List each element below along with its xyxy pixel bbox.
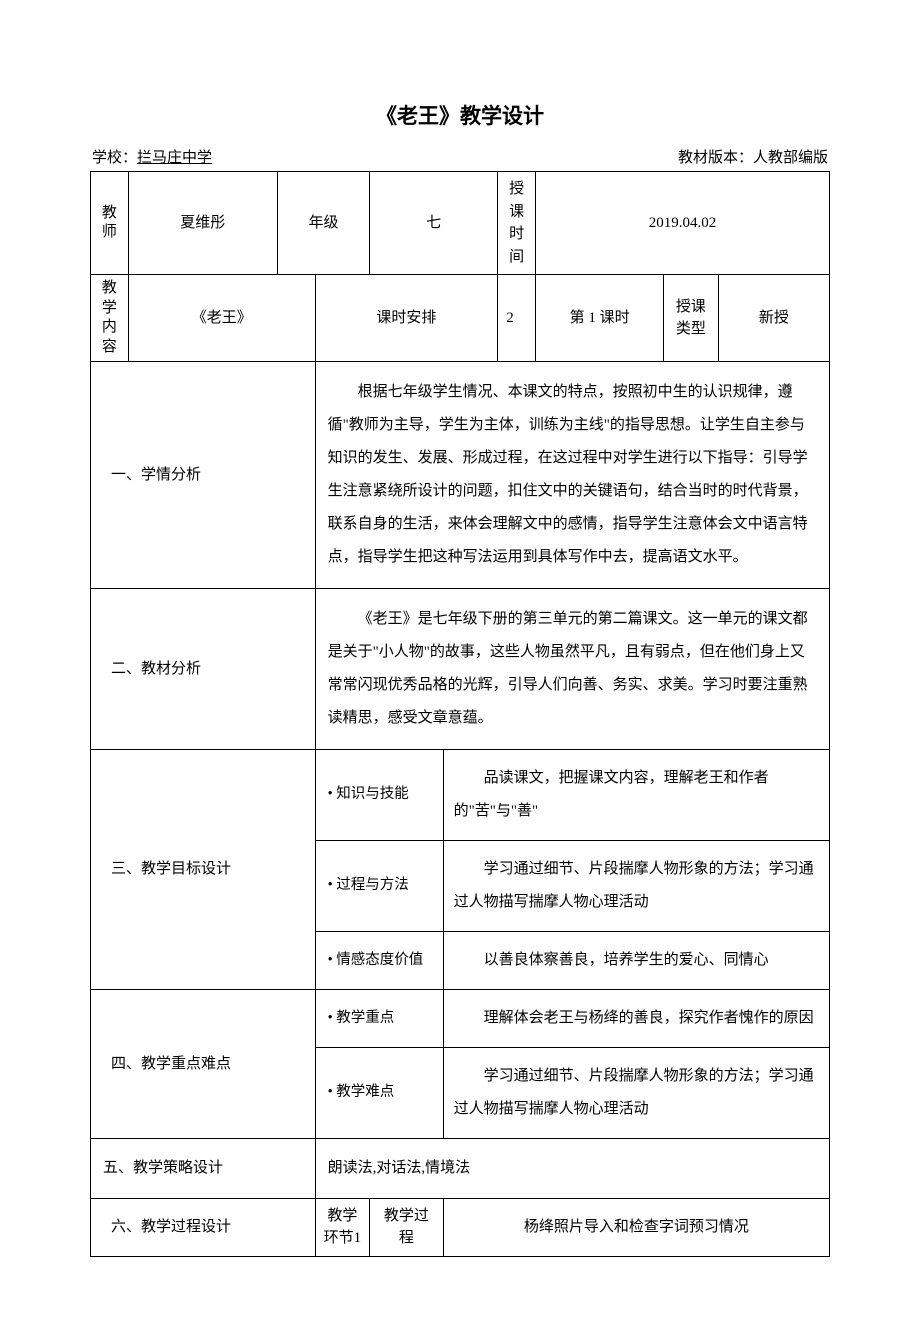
section-2-row: 二、教材分析 《老王》是七年级下册的第三单元的第二篇课文。这一单元的课文都是关于… bbox=[91, 589, 830, 750]
content-label: 教 学 内 容 bbox=[91, 275, 129, 362]
section-1-row: 一、学情分析 根据七年级学生情况、本课文的特点，按照初中生的认识规律，遵循"教师… bbox=[91, 362, 830, 589]
section-6-label: 六、教学过程设计 bbox=[91, 1198, 316, 1256]
section-3-label: 三、教学目标设计 bbox=[91, 750, 316, 990]
time-value: 2019.04.02 bbox=[536, 172, 830, 275]
document-title: 《老王》教学设计 bbox=[90, 100, 830, 130]
section-2-text: 《老王》是七年级下册的第三单元的第二篇课文。这一单元的课文都是关于"小人物"的故… bbox=[315, 589, 829, 750]
section-6-row: 六、教学过程设计 教学环节1 教学过程 杨绛照片导入和检查字词预习情况 bbox=[91, 1198, 830, 1256]
version-label: 教材版本： bbox=[678, 150, 753, 166]
objective-3-label: • 情感态度价值 bbox=[315, 932, 443, 990]
objective-1-label: • 知识与技能 bbox=[315, 750, 443, 841]
section-2-label: 二、教材分析 bbox=[91, 589, 316, 750]
keypoint-text: 理解体会老王与杨绛的善良，探究作者愧作的原因 bbox=[443, 990, 829, 1048]
section-1-text: 根据七年级学生情况、本课文的特点，按照初中生的认识规律，遵循"教师为主导，学生为… bbox=[315, 362, 829, 589]
type-label: 授课类型 bbox=[664, 275, 719, 362]
env-1-label: 教学环节1 bbox=[315, 1198, 370, 1256]
time-label: 授课 时间 bbox=[498, 172, 536, 275]
school-value: 拦马庄中学 bbox=[137, 146, 212, 167]
arrange-label: 课时安排 bbox=[315, 275, 498, 362]
section-4-row-1: 四、教学重点难点 • 教学重点 理解体会老王与杨绛的善良，探究作者愧作的原因 bbox=[91, 990, 830, 1048]
difficulty-text: 学习通过细节、片段揣摩人物形象的方法；学习通过人物描写揣摩人物心理活动 bbox=[443, 1048, 829, 1139]
section-3-row-1: 三、教学目标设计 • 知识与技能 品读课文，把握课文内容，理解老王和作者的"苦"… bbox=[91, 750, 830, 841]
section-5-text: 朗读法,对话法,情境法 bbox=[315, 1139, 829, 1199]
objective-1-text: 品读课文，把握课文内容，理解老王和作者的"苦"与"善" bbox=[443, 750, 829, 841]
lesson-plan-table: 教 师 夏维彤 年级 七 授课 时间 2019.04.02 教 学 内 容 《老… bbox=[90, 171, 830, 1257]
section-5-label: 五、教学策略设计 bbox=[91, 1139, 316, 1199]
content-value: 《老王》 bbox=[128, 275, 315, 362]
info-row-2: 教 学 内 容 《老王》 课时安排 2 第 1 课时 授课类型 新授 bbox=[91, 275, 830, 362]
header-info: 学校： 拦马庄中学 教材版本：人教部编版 bbox=[90, 146, 830, 167]
section-1-label: 一、学情分析 bbox=[91, 362, 316, 589]
type-value: 新授 bbox=[718, 275, 829, 362]
school-label: 学校： bbox=[92, 146, 137, 167]
info-row-1: 教 师 夏维彤 年级 七 授课 时间 2019.04.02 bbox=[91, 172, 830, 275]
teacher-label: 教 师 bbox=[91, 172, 129, 275]
grade-label: 年级 bbox=[277, 172, 369, 275]
objective-2-label: • 过程与方法 bbox=[315, 841, 443, 932]
version-value: 人教部编版 bbox=[753, 150, 828, 166]
period-value: 第 1 课时 bbox=[536, 275, 664, 362]
arrange-value: 2 bbox=[498, 275, 536, 362]
grade-value: 七 bbox=[370, 172, 498, 275]
process-label: 教学过程 bbox=[370, 1198, 443, 1256]
section-6-text: 杨绛照片导入和检查字词预习情况 bbox=[443, 1198, 829, 1256]
teacher-value: 夏维彤 bbox=[128, 172, 277, 275]
section-4-label: 四、教学重点难点 bbox=[91, 990, 316, 1139]
difficulty-label: • 教学难点 bbox=[315, 1048, 443, 1139]
section-5-row: 五、教学策略设计 朗读法,对话法,情境法 bbox=[91, 1139, 830, 1199]
objective-2-text: 学习通过细节、片段揣摩人物形象的方法；学习通过人物描写揣摩人物心理活动 bbox=[443, 841, 829, 932]
keypoint-label: • 教学重点 bbox=[315, 990, 443, 1048]
objective-3-text: 以善良体察善良，培养学生的爱心、同情心 bbox=[443, 932, 829, 990]
